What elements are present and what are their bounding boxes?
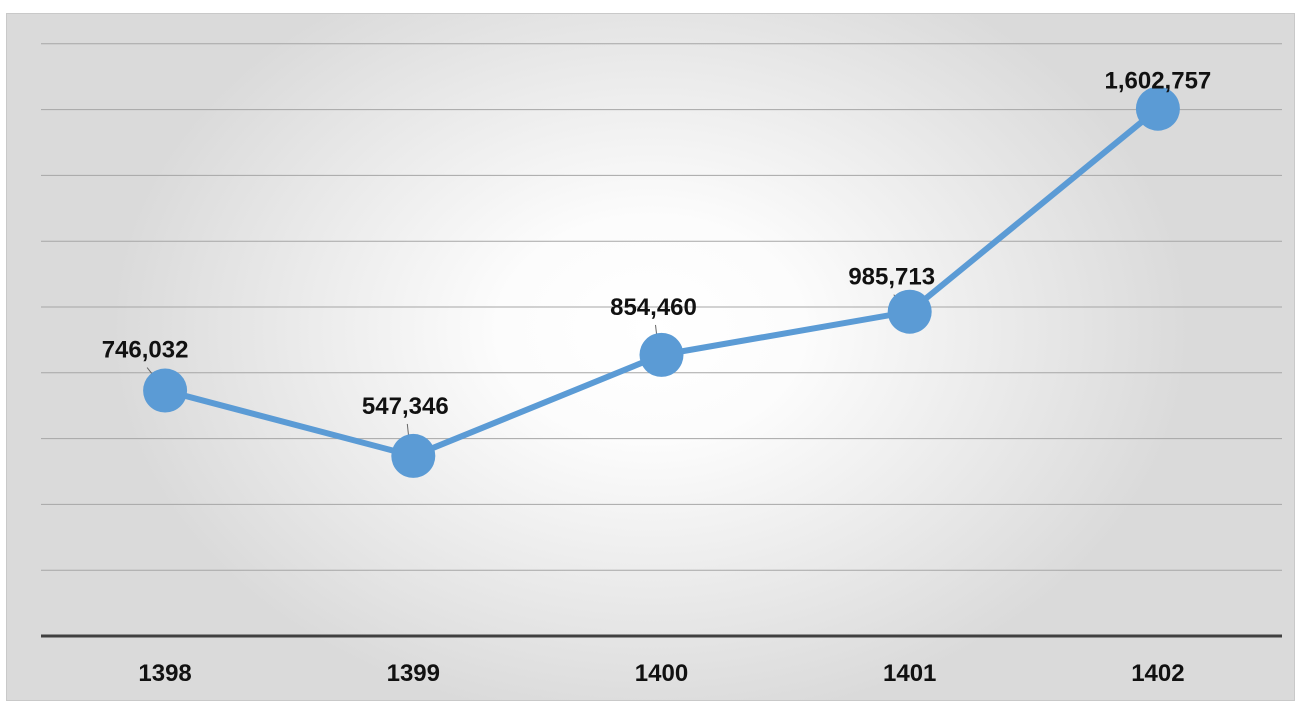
x-tick-label: 1399 (387, 660, 440, 687)
data-label: 854,460 (610, 294, 697, 321)
data-point (887, 289, 932, 334)
data-point (639, 332, 684, 377)
data-label: 547,346 (362, 393, 449, 420)
x-tick-label: 1398 (138, 660, 191, 687)
data-point (1135, 86, 1180, 131)
x-tick-label: 1401 (883, 660, 936, 687)
data-point (143, 368, 188, 413)
data-label: 1,602,757 (1105, 68, 1212, 95)
series-line (162, 105, 1161, 459)
data-point (391, 433, 436, 478)
data-label: 746,032 (102, 337, 189, 364)
data-label: 985,713 (848, 264, 935, 291)
x-tick-label: 1400 (635, 660, 688, 687)
line-chart: 1398 1399 1400 1401 1402 746,032 547,346 854,46… (41, 43, 1282, 687)
x-tick-label: 1402 (1131, 660, 1184, 687)
chart-area: 1398 1399 1400 1401 1402 746,032 547,346 854,46… (6, 13, 1295, 701)
